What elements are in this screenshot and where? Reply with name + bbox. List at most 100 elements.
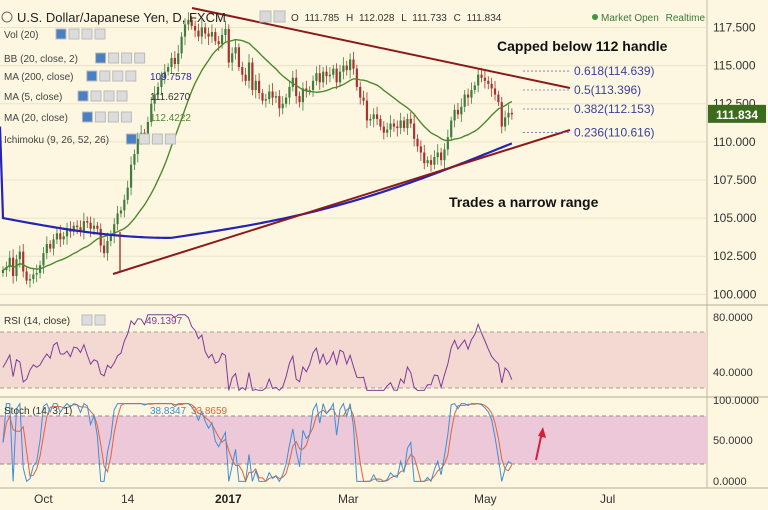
candle-body: [423, 152, 426, 164]
candle-body: [406, 118, 409, 129]
candle-body: [446, 137, 449, 150]
indicator-control-icon[interactable]: [107, 111, 119, 123]
indicator-control-icon[interactable]: [120, 111, 132, 123]
price-tick: 105.000: [713, 211, 757, 225]
candle-body: [25, 271, 28, 281]
candle-body: [466, 94, 470, 98]
indicator-control-icon[interactable]: [90, 90, 102, 102]
candle-body: [335, 68, 338, 83]
arrow-up-icon: [535, 427, 546, 461]
candle-body: [22, 251, 25, 272]
rsi-label: RSI (14, close): [4, 316, 70, 327]
candle-body: [470, 89, 473, 98]
ohlc-o: 111.785: [305, 13, 340, 24]
indicator-control-icon[interactable]: [99, 70, 111, 82]
candle-body: [59, 233, 62, 240]
rsi-tick-80: 80.0000: [713, 312, 753, 324]
indicator-label[interactable]: MA (5, close): [4, 92, 62, 103]
candle-body: [76, 225, 79, 228]
candle-body: [146, 122, 150, 138]
candle-body: [190, 19, 193, 26]
candle-body: [443, 149, 446, 161]
rsi-settings-icon[interactable]: [81, 314, 93, 326]
indicator-control-icon[interactable]: [103, 90, 115, 102]
candle-body: [497, 94, 500, 103]
indicator-label[interactable]: MA (200, close): [4, 72, 73, 83]
candle-body: [342, 65, 345, 72]
indicator-control-icon[interactable]: [138, 133, 150, 145]
indicator-control-icon[interactable]: [125, 70, 137, 82]
indicator-label[interactable]: BB (20, close, 2): [4, 54, 78, 65]
settings-icon[interactable]: [259, 10, 272, 23]
candle-body: [177, 53, 180, 65]
symbol-title[interactable]: U.S. Dollar/Japanese Yen, D, FXCM: [17, 10, 226, 25]
indicator-control-icon[interactable]: [112, 70, 124, 82]
candle-body: [193, 25, 197, 31]
candle-body: [349, 59, 352, 71]
candle-body: [82, 221, 85, 232]
candle-body: [487, 80, 490, 84]
candle-body: [389, 123, 392, 130]
indicator-control-icon[interactable]: [95, 52, 107, 64]
rsi-eye-icon[interactable]: [94, 314, 106, 326]
candle-body: [305, 88, 308, 92]
chevron-down-icon[interactable]: [1, 11, 13, 23]
indicator-control-icon[interactable]: [151, 133, 163, 145]
indicator-control-icon[interactable]: [108, 52, 120, 64]
fib-label-0.618: 0.618(114.639): [574, 64, 655, 78]
candle-body: [416, 138, 419, 147]
indicator-control-icon[interactable]: [134, 52, 146, 64]
candle-body: [288, 86, 291, 98]
candle-body: [126, 187, 129, 200]
candle-body: [355, 68, 358, 87]
candle-body: [419, 146, 422, 153]
candle-body: [284, 97, 288, 104]
candle-body: [409, 118, 412, 124]
candle-body: [426, 160, 429, 164]
annotation-range: Trades a narrow range: [449, 194, 599, 210]
candle-body: [504, 117, 507, 127]
current-price-tag: 111.834: [708, 104, 766, 123]
candle-body: [429, 160, 433, 165]
market-status: Market Open: [601, 13, 659, 24]
candle-body: [362, 97, 365, 101]
candle-body: [345, 65, 348, 71]
price-tick: 100.000: [713, 287, 757, 301]
indicator-label[interactable]: Ichimoku (9, 26, 52, 26): [4, 135, 109, 146]
ohlc-h-label: H: [346, 13, 353, 24]
current-price: 111.834: [716, 108, 758, 122]
candle-body: [103, 245, 106, 254]
candle-body: [322, 71, 325, 83]
indicator-control-icon[interactable]: [116, 90, 128, 102]
stoch-k-value: 38.8347: [150, 406, 187, 417]
indicator-control-icon[interactable]: [81, 111, 93, 123]
indicator-label[interactable]: MA (20, close): [4, 113, 68, 124]
candle-body: [123, 199, 126, 211]
indicator-control-icon[interactable]: [125, 133, 137, 145]
candle-body: [450, 120, 453, 138]
eye-icon[interactable]: [273, 10, 286, 23]
stoch-tick-100: 100.0000: [713, 395, 759, 407]
candle-body: [45, 244, 48, 254]
candle-body: [153, 94, 156, 104]
candle-body: [490, 83, 493, 89]
indicator-control-icon[interactable]: [77, 90, 89, 102]
candle-body: [133, 154, 136, 165]
indicator-control-icon[interactable]: [164, 133, 176, 145]
indicator-control-icon[interactable]: [86, 70, 98, 82]
rsi-band: [0, 332, 707, 388]
indicator-control-icon[interactable]: [81, 28, 93, 40]
indicator-control-icon[interactable]: [94, 28, 106, 40]
svg-text:38.8347 33.8659: 38.8347 33.8659: [150, 406, 228, 417]
indicator-control-icon[interactable]: [68, 28, 80, 40]
header-icons[interactable]: [259, 10, 286, 23]
candle-body: [386, 129, 389, 133]
indicator-control-icon[interactable]: [55, 28, 67, 40]
indicator-control-icon[interactable]: [94, 111, 106, 123]
candle-body: [8, 257, 11, 267]
indicator-label[interactable]: Vol (20): [4, 30, 38, 41]
candle-body: [207, 33, 210, 37]
indicator-control-icon[interactable]: [121, 52, 133, 64]
header: U.S. Dollar/Japanese Yen, D, FXCM O 111.…: [1, 10, 705, 25]
